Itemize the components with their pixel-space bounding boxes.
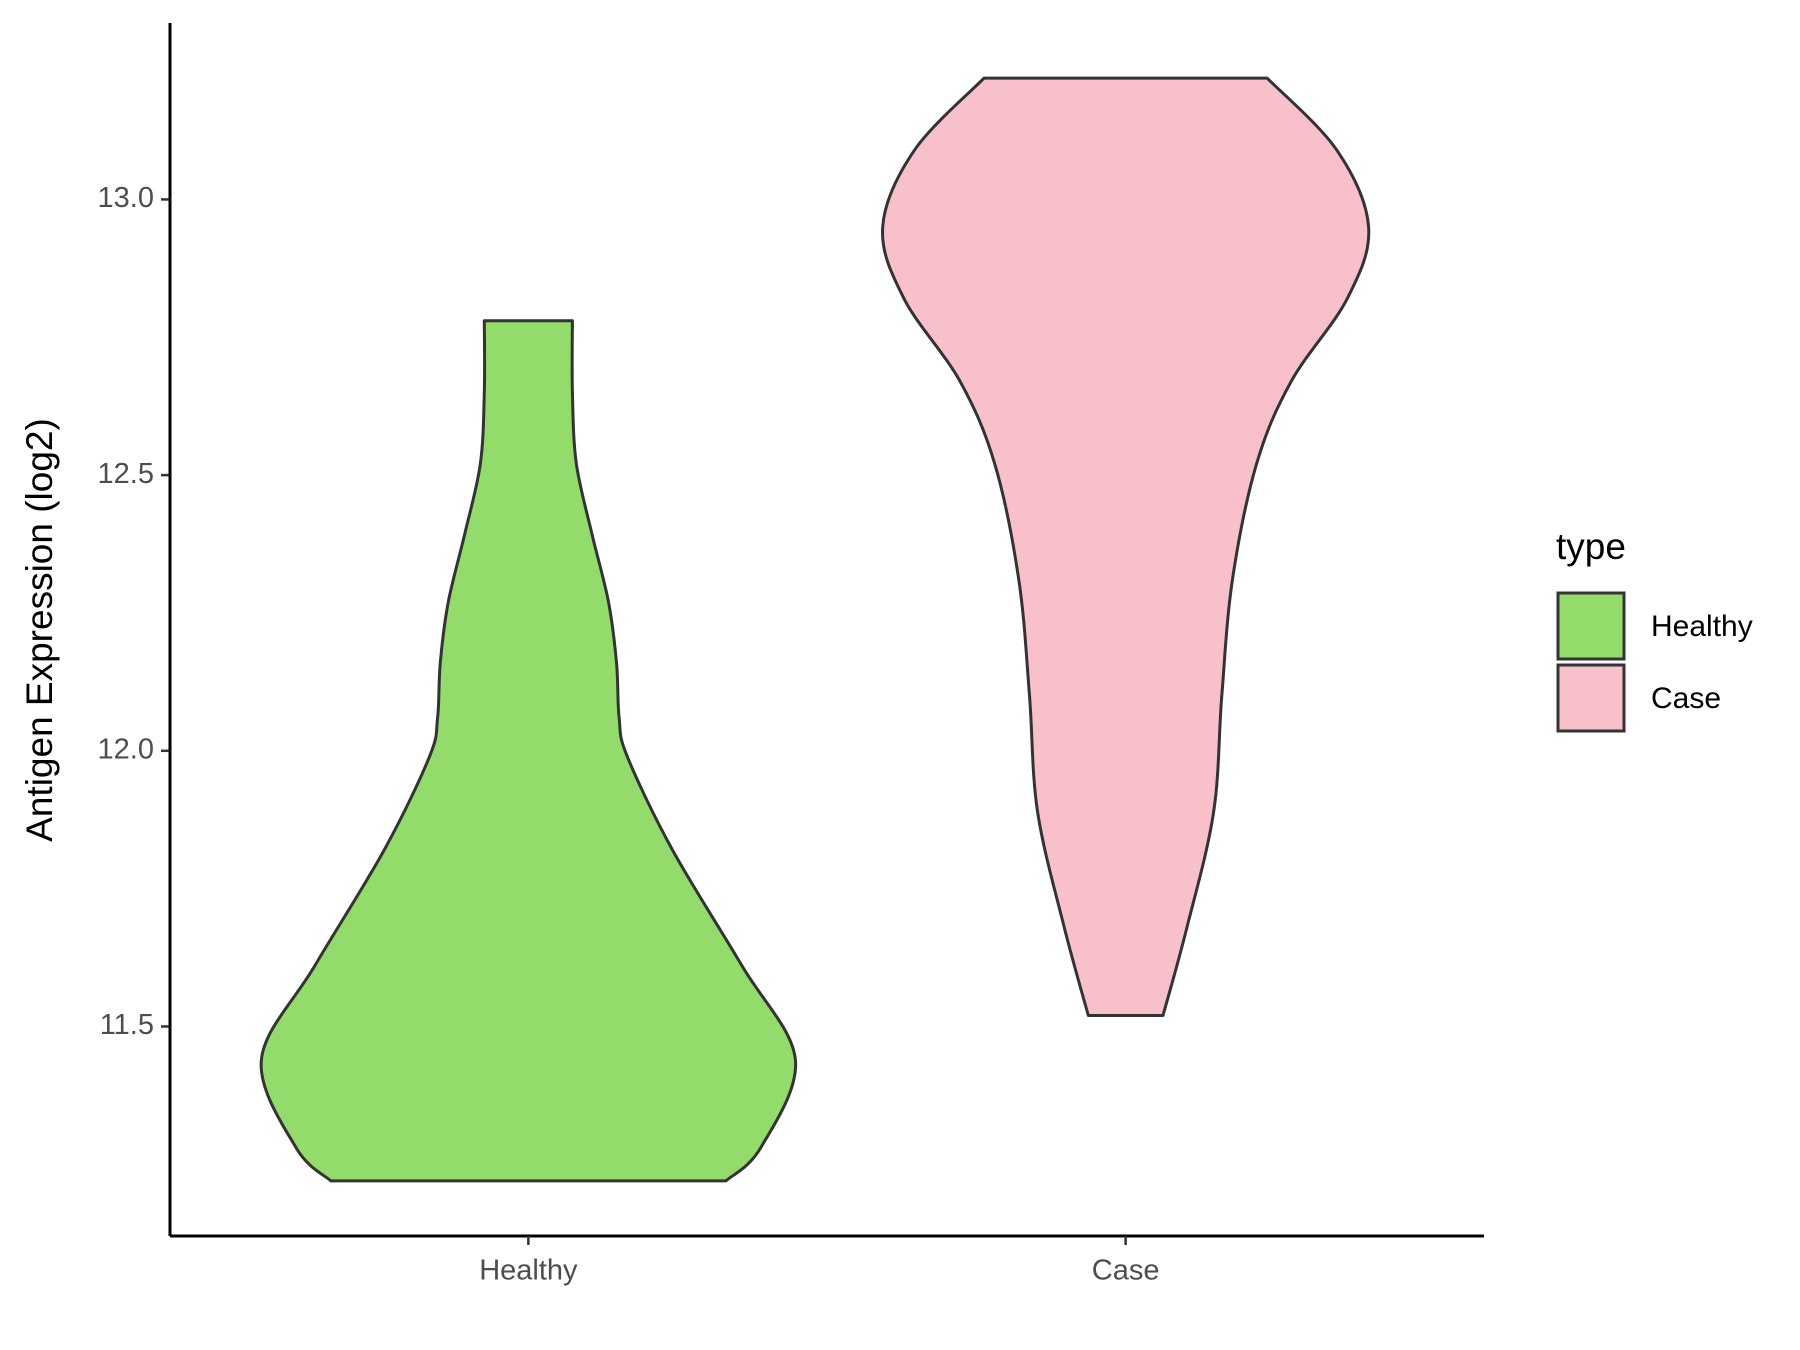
legend-key <box>1556 591 1626 661</box>
legend-label: Case <box>1651 682 1721 715</box>
legend-key <box>1556 663 1626 733</box>
y-tick-label: 11.5 <box>100 1009 154 1041</box>
violin <box>259 319 797 1183</box>
y-axis-title: Antigen Expression (log2) <box>19 418 60 842</box>
legend-title: type <box>1556 526 1626 567</box>
y-tick-label: 12.5 <box>98 458 154 490</box>
legend-label: Healthy <box>1651 610 1753 643</box>
y-tick-label: 13.0 <box>98 182 154 214</box>
violin <box>881 76 1371 1017</box>
x-tick-label: Case <box>1092 1255 1160 1287</box>
y-tick-label: 12.0 <box>98 733 154 765</box>
x-tick-label: Healthy <box>479 1255 578 1287</box>
